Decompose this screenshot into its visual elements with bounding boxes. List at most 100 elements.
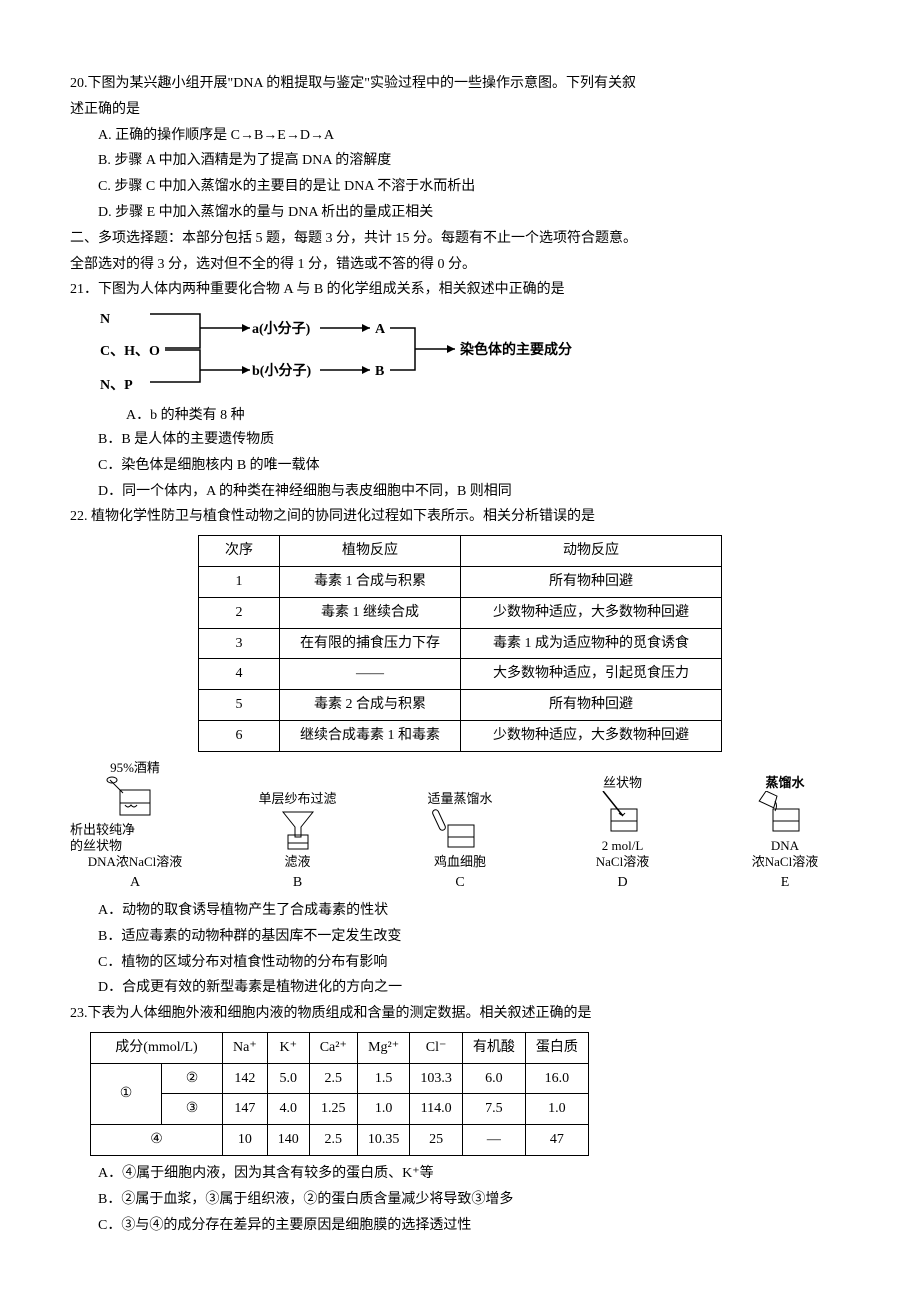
step-c-top: 适量蒸馏水: [395, 791, 525, 807]
step-a: 95%酒精 析出较纯净 的丝状物 DNA浓NaCl溶液: [70, 760, 200, 869]
q23-r1c3: 1.0: [357, 1094, 410, 1125]
q21-a-cap: A: [375, 318, 385, 342]
q22-th-1: 植物反应: [280, 536, 461, 567]
q20-stem-line2: 述正确的是: [70, 98, 850, 122]
cap-b: B: [233, 871, 363, 895]
q20-option-a: A. 正确的操作顺序是 C→B→E→D→A: [70, 124, 850, 148]
q23-stem: 23.下表为人体细胞外液和细胞内液的物质组成和含量的测定数据。相关叙述正确的是: [70, 1002, 850, 1026]
q23-r1c1: 4.0: [267, 1094, 309, 1125]
q21-option-a: A．b 的种类有 8 种: [98, 404, 480, 428]
q22-th-2: 动物反应: [461, 536, 722, 567]
q22-r5c2: 少数物种适应，大多数物种回避: [461, 720, 722, 751]
q23-r1c0: 147: [223, 1094, 268, 1125]
step-b: 单层纱布过滤 滤液: [233, 791, 363, 869]
q22-stem: 22. 植物化学性防卫与植食性动物之间的协同进化过程如下表所示。相关分析错误的是: [70, 505, 850, 529]
step-a-left: 析出较纯净 的丝状物: [70, 822, 200, 853]
q22-r3c0: 4: [199, 659, 280, 690]
q22-r0c1: 毒素 1 合成与积累: [280, 566, 461, 597]
q23-r0c0: 142: [223, 1063, 268, 1094]
q23-c4: ④: [91, 1125, 223, 1156]
step-e-bottom: DNA 浓NaCl溶液: [720, 838, 850, 869]
q22-option-b: B．适应毒素的动物种群的基因库不一定发生改变: [70, 925, 850, 949]
q23-r1c2: 1.25: [309, 1094, 357, 1125]
q22-r5c0: 6: [199, 720, 280, 751]
q20-option-b: B. 步骤 A 中加入酒精是为了提高 DNA 的溶解度: [70, 149, 850, 173]
q20-option-c: C. 步骤 C 中加入蒸馏水的主要目的是让 DNA 不溶于水而析出: [70, 175, 850, 199]
q23-c3: ③: [162, 1094, 223, 1125]
pour-beaker-icon: [755, 791, 815, 836]
q23-r1c5: 7.5: [462, 1094, 525, 1125]
step-d-top: 丝状物: [558, 775, 688, 791]
q21-option-b: B．B 是人体的主要遗传物质: [70, 428, 452, 452]
q23-r2c6: 47: [525, 1125, 588, 1156]
steps-caption-row: A B C D E: [70, 871, 850, 895]
beaker-icon: [105, 775, 165, 820]
section2-line1: 二、多项选择题：本部分包括 5 题，每题 3 分，共计 15 分。每题有不止一个…: [70, 227, 850, 251]
q22-r4c0: 5: [199, 690, 280, 721]
q21-a-small: a(小分子): [252, 318, 310, 342]
q22-r0c0: 1: [199, 566, 280, 597]
q23-c2: ②: [162, 1063, 223, 1094]
q23-r2c3: 10.35: [357, 1125, 410, 1156]
q23-option-c: C．③与④的成分存在差异的主要原因是细胞膜的选择透过性: [70, 1214, 850, 1238]
section2-line2: 全部选对的得 3 分，选对但不全的得 1 分，错选或不答的得 0 分。: [70, 253, 850, 277]
cap-a: A: [70, 871, 200, 895]
q22-option-d: D．合成更有效的新型毒素是植物进化的方向之一: [70, 976, 850, 1000]
q23-table: 成分(mmol/L) Na⁺ K⁺ Ca²⁺ Mg²⁺ Cl⁻ 有机酸 蛋白质 …: [90, 1032, 589, 1156]
step-b-top: 单层纱布过滤: [233, 791, 363, 807]
q23-r2c0: 10: [223, 1125, 268, 1156]
step-a-top: 95%酒精: [70, 760, 200, 776]
rod-beaker-icon: [593, 791, 653, 836]
step-c: 适量蒸馏水 鸡血细胞: [395, 791, 525, 869]
step-b-bottom: 滤液: [233, 854, 363, 870]
cap-d: D: [558, 871, 688, 895]
q23-h3: Ca²⁺: [309, 1032, 357, 1063]
step-d-bottom: 2 mol/L NaCl溶液: [558, 838, 688, 869]
step-e: 蒸馏水 DNA 浓NaCl溶液: [720, 775, 850, 869]
q23-r1c4: 114.0: [410, 1094, 463, 1125]
q23-c1: ①: [91, 1063, 162, 1125]
q22-r1c1: 毒素 1 继续合成: [280, 597, 461, 628]
q23-r0c4: 103.3: [410, 1063, 463, 1094]
q23-h2: K⁺: [267, 1032, 309, 1063]
q21-right-label: 染色体的主要成分: [460, 339, 572, 363]
q22-th-0: 次序: [199, 536, 280, 567]
q22-r4c1: 毒素 2 合成与积累: [280, 690, 461, 721]
q22-table: 次序 植物反应 动物反应 1毒素 1 合成与积累所有物种回避 2毒素 1 继续合…: [198, 535, 722, 752]
q23-r2c4: 25: [410, 1125, 463, 1156]
q23-h0: 成分(mmol/L): [91, 1032, 223, 1063]
q21-option-c: C．染色体是细胞核内 B 的唯一载体: [70, 454, 850, 478]
q20-stem-line1: 20.下图为某兴趣小组开展"DNA 的粗提取与鉴定"实验过程中的一些操作示意图。…: [70, 72, 850, 96]
q22-r1c0: 2: [199, 597, 280, 628]
q23-option-a: A．④属于细胞内液，因为其含有较多的蛋白质、K⁺等: [70, 1162, 850, 1186]
q22-r2c0: 3: [199, 628, 280, 659]
q23-h6: 有机酸: [462, 1032, 525, 1063]
q22-r3c2: 大多数物种适应，引起觅食压力: [461, 659, 722, 690]
q21-diagram: N C、H、O N、P a(小分子) b(小分子) A B 染色体的主要成分: [90, 308, 610, 398]
step-a-bottom: DNA浓NaCl溶液: [70, 854, 200, 870]
q22-r4c2: 所有物种回避: [461, 690, 722, 721]
q23-r0c5: 6.0: [462, 1063, 525, 1094]
experiment-steps-row: 95%酒精 析出较纯净 的丝状物 DNA浓NaCl溶液 单层纱布过滤 滤液 适量…: [70, 760, 850, 869]
q22-r2c1: 在有限的捕食压力下存: [280, 628, 461, 659]
q23-r0c2: 2.5: [309, 1063, 357, 1094]
q22-r5c1: 继续合成毒素 1 和毒素: [280, 720, 461, 751]
step-c-bottom: 鸡血细胞: [395, 854, 525, 870]
q21-b-cap: B: [375, 360, 384, 384]
funnel-icon: [268, 807, 328, 852]
q21-option-d: D．同一个体内，A 的种类在神经细胞与表皮细胞中不同，B 则相同: [70, 480, 850, 504]
q23-r2c2: 2.5: [309, 1125, 357, 1156]
q23-h1: Na⁺: [223, 1032, 268, 1063]
q23-h7: 蛋白质: [525, 1032, 588, 1063]
q22-r0c2: 所有物种回避: [461, 566, 722, 597]
cap-e: E: [720, 871, 850, 895]
q23-r1c6: 1.0: [525, 1094, 588, 1125]
tube-beaker-icon: [430, 807, 490, 852]
q23-r2c1: 140: [267, 1125, 309, 1156]
step-e-top: 蒸馏水: [720, 775, 850, 791]
q21-b-small: b(小分子): [252, 360, 311, 384]
q20-option-d: D. 步骤 E 中加入蒸馏水的量与 DNA 析出的量成正相关: [70, 201, 850, 225]
q22-r3c1: ——: [280, 659, 461, 690]
q23-h4: Mg²⁺: [357, 1032, 410, 1063]
q23-r0c1: 5.0: [267, 1063, 309, 1094]
